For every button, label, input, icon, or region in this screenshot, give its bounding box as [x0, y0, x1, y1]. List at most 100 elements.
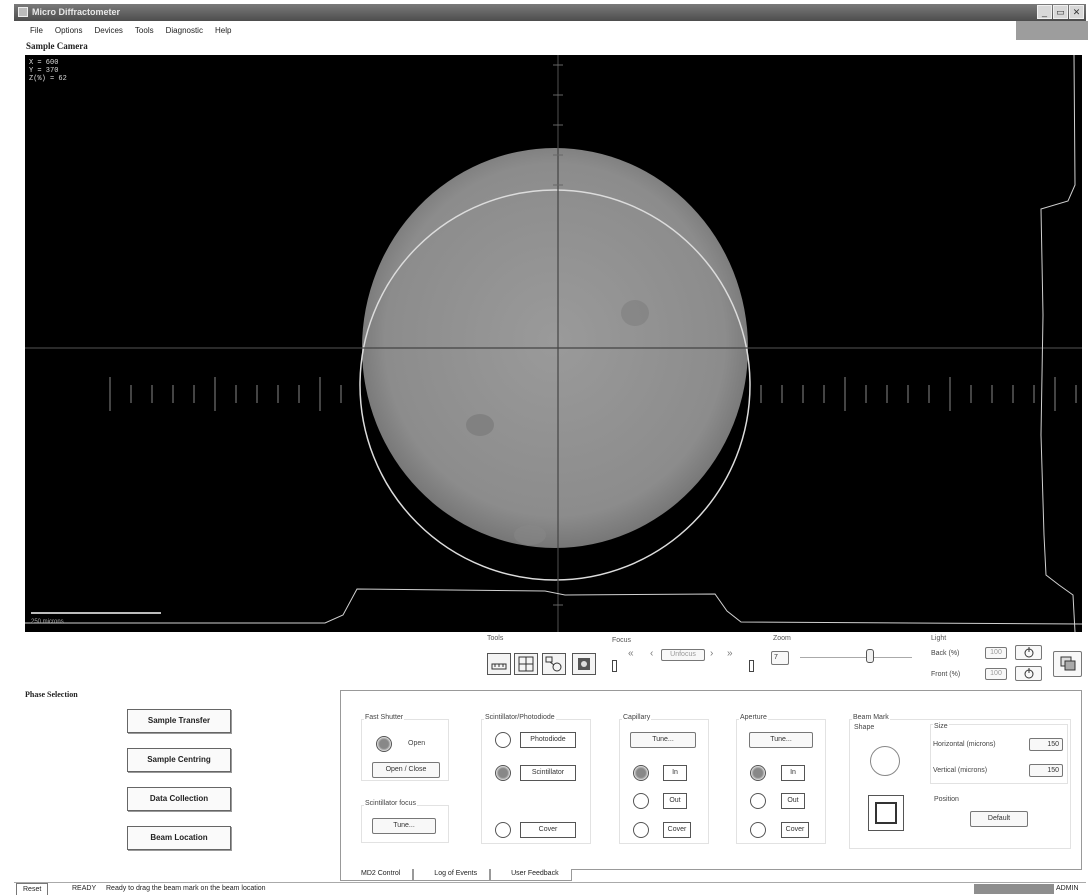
back-light-label: Back (%) — [931, 650, 960, 657]
tab-label: Log of Events — [434, 870, 478, 877]
status-user: ADMIN — [1056, 885, 1079, 892]
circle-shape-option[interactable] — [870, 746, 900, 776]
horizontal-tick-marks — [109, 377, 1077, 411]
shape-label: Shape — [854, 724, 875, 731]
beam-mark-group: Beam Mark Shape Size Horizontal (microns… — [849, 714, 1071, 849]
vertical-tick-marks — [553, 64, 563, 606]
focus-fast-forward-icon[interactable]: » — [727, 648, 733, 659]
cover-button[interactable]: Cover — [520, 822, 576, 838]
front-light-label: Front (%) — [931, 671, 961, 678]
aperture-in-radio[interactable] — [750, 765, 766, 781]
spot-a — [466, 414, 494, 436]
shutter-status-label: Open — [408, 740, 426, 747]
ruler-icon — [491, 663, 507, 670]
focus-forward-icon[interactable]: › — [710, 648, 714, 659]
minimize-button[interactable]: _ — [1037, 5, 1052, 19]
aperture-tune-button[interactable]: Tune... — [749, 732, 813, 748]
aperture-cover-button[interactable]: Cover — [781, 822, 809, 838]
focus-back-icon[interactable]: ‹ — [650, 648, 654, 659]
light-settings-button[interactable] — [1053, 651, 1082, 677]
front-light-input[interactable]: 100 — [985, 668, 1007, 680]
tools-label: Tools — [487, 635, 504, 642]
menu-file[interactable]: File — [30, 26, 43, 35]
focus-field[interactable]: Unfocus — [661, 649, 705, 661]
default-position-button[interactable]: Default — [970, 811, 1028, 827]
ruler-tool-button[interactable] — [487, 653, 511, 675]
capillary-out-radio[interactable] — [633, 793, 649, 809]
scale-label: 250 microns — [31, 619, 64, 625]
capillary-cover-button[interactable]: Cover — [663, 822, 691, 838]
front-light-toggle-button[interactable] — [1015, 666, 1042, 681]
tab-user-feedback[interactable]: User Feedback — [490, 869, 572, 881]
zoom-label: Zoom — [773, 635, 791, 642]
measure-tool-button[interactable] — [542, 653, 566, 675]
vertical-size-label: Vertical (microns) — [933, 767, 988, 774]
focus-fast-back-icon[interactable]: « — [628, 648, 634, 659]
tab-label: MD2 Control — [361, 870, 401, 877]
cover-radio[interactable] — [495, 822, 511, 838]
title-bar: Micro Diffractometer _ ▭ ✕ — [14, 4, 1086, 21]
capillary-in-button[interactable]: In — [663, 765, 687, 781]
focus-min-marker — [612, 660, 617, 672]
capillary-group: Capillary Tune... In Out Cover — [619, 714, 709, 844]
aperture-out-radio[interactable] — [750, 793, 766, 809]
scintillator-button[interactable]: Scintillator — [520, 765, 576, 781]
aperture-out-button[interactable]: Out — [781, 793, 805, 809]
horizontal-size-stepper[interactable]: 150 — [1029, 738, 1063, 751]
close-button[interactable]: ✕ — [1069, 5, 1084, 19]
scintillator-photodiode-title: Scintillator/Photodiode — [484, 714, 556, 721]
crosshair-tool-button[interactable] — [514, 653, 538, 675]
menu-tools[interactable]: Tools — [134, 26, 154, 35]
capillary-in-radio[interactable] — [633, 765, 649, 781]
power-icon — [1024, 647, 1033, 658]
spot-c — [514, 525, 546, 545]
beam-size-group: Size Horizontal (microns) 150 Vertical (… — [930, 723, 1068, 784]
scintillator-radio[interactable] — [495, 765, 511, 781]
aperture-in-button[interactable]: In — [781, 765, 805, 781]
camera-image — [25, 55, 1082, 632]
data-collection-button[interactable]: Data Collection — [127, 787, 231, 811]
aperture-title: Aperture — [739, 714, 768, 721]
spot-b — [621, 300, 649, 326]
beam-location-button[interactable]: Beam Location — [127, 826, 231, 850]
square-shape-option[interactable] — [868, 795, 904, 831]
aperture-cover-radio[interactable] — [750, 822, 766, 838]
tab-label: User Feedback — [511, 870, 559, 877]
beam-mark-circle — [359, 189, 751, 581]
zoom-slider-track[interactable] — [800, 657, 912, 658]
photodiode-button[interactable]: Photodiode — [520, 732, 576, 748]
camera-icon — [578, 658, 590, 670]
scintillator-tune-button[interactable]: Tune... — [372, 818, 436, 834]
capillary-out-button[interactable]: Out — [663, 793, 687, 809]
zoom-level-field[interactable]: 7 — [771, 651, 789, 665]
capillary-cover-radio[interactable] — [633, 822, 649, 838]
tab-log-of-events[interactable]: Log of Events — [413, 869, 491, 881]
maximize-button[interactable]: ▭ — [1053, 5, 1068, 19]
reset-button[interactable]: Reset — [16, 883, 49, 895]
size-label: Size — [933, 723, 949, 730]
zoom-slider-thumb[interactable] — [866, 649, 874, 663]
sample-centring-button[interactable]: Sample Centring — [127, 748, 231, 772]
vertical-intensity-profile — [1040, 55, 1076, 632]
menu-diagnostic[interactable]: Diagnostic — [165, 26, 203, 35]
status-message: Ready to drag the beam mark on the beam … — [106, 885, 266, 892]
aperture-group: Aperture Tune... In Out Cover — [736, 714, 826, 844]
vertical-size-stepper[interactable]: 150 — [1029, 764, 1063, 777]
back-light-toggle-button[interactable] — [1015, 645, 1042, 660]
md2-control-panel: Fast Shutter Open Open / Close Scintilla… — [340, 690, 1082, 870]
menu-options[interactable]: Options — [54, 26, 83, 35]
back-light-input[interactable]: 100 — [985, 647, 1007, 659]
position-label: Position — [934, 796, 959, 803]
photodiode-radio[interactable] — [495, 732, 511, 748]
open-close-button[interactable]: Open / Close — [372, 762, 440, 778]
menu-devices[interactable]: Devices — [94, 26, 123, 35]
camera-label: Sample Camera — [26, 41, 88, 51]
tab-md2-control[interactable]: MD2 Control — [340, 869, 414, 881]
menu-help[interactable]: Help — [214, 26, 232, 35]
sample-camera-view[interactable]: X = 600 Y = 370 Z(%) = 62 250 microns — [25, 55, 1082, 632]
sample-transfer-button[interactable]: Sample Transfer — [127, 709, 231, 733]
snapshot-tool-button[interactable] — [572, 653, 596, 675]
coord-zoom: Z(%) = 62 — [29, 75, 67, 83]
capillary-tune-button[interactable]: Tune... — [630, 732, 696, 748]
windows-icon — [1060, 656, 1075, 671]
